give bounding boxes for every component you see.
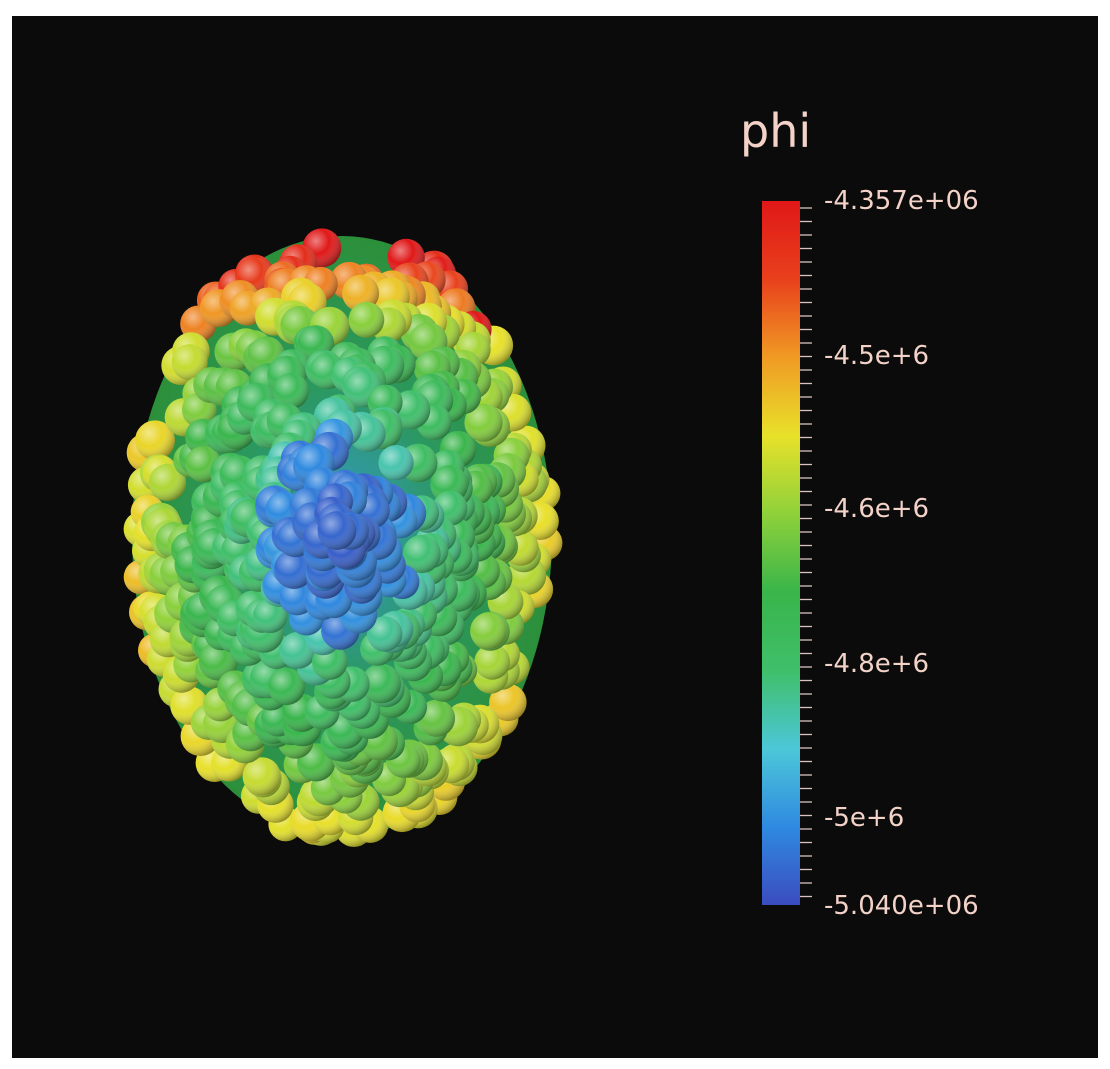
sphere-shading bbox=[402, 534, 441, 574]
scalar-bar bbox=[762, 201, 812, 905]
sphere-shading bbox=[272, 373, 309, 410]
colorbar-tick-label-1: -4.6e+6 bbox=[824, 494, 930, 524]
sphere-shading bbox=[253, 598, 288, 633]
sphere-shading bbox=[135, 420, 175, 461]
colorbar-tick-label-2: -4.8e+6 bbox=[824, 649, 930, 679]
sphere-shading bbox=[148, 463, 186, 501]
sphere-shading bbox=[317, 511, 357, 550]
sphere-shading bbox=[474, 644, 511, 680]
colorbar-tick-label-0: -4.5e+6 bbox=[824, 341, 930, 371]
sphere-shading bbox=[470, 612, 507, 650]
sphere-shading bbox=[361, 663, 401, 704]
colorbar-minor-ticks bbox=[800, 207, 812, 898]
spheres-group bbox=[123, 228, 563, 847]
colorbar-min-label: -5.040e+06 bbox=[824, 891, 979, 921]
sphere-cluster-render bbox=[123, 228, 563, 847]
sphere-shading bbox=[417, 699, 456, 737]
sphere-shading bbox=[171, 344, 208, 381]
colorbar-max-label: -4.357e+06 bbox=[824, 186, 979, 216]
colorbar-gradient bbox=[762, 201, 800, 905]
sphere-shading bbox=[464, 403, 503, 442]
sphere-shading bbox=[367, 616, 403, 652]
sphere-shading bbox=[378, 445, 414, 481]
sphere-shading bbox=[267, 667, 306, 706]
sphere-shading bbox=[489, 683, 527, 722]
sphere-shading bbox=[348, 301, 385, 338]
sphere-shading bbox=[242, 757, 281, 796]
scalar-bar-title: phi bbox=[740, 104, 812, 158]
sphere-shading bbox=[274, 549, 314, 589]
colorbar-tick-label-3: -5e+6 bbox=[824, 803, 905, 833]
render-viewport[interactable]: phi -4.357e+06 -4.5e+6 -4.6e+6 -4.8e+6 -… bbox=[12, 16, 1098, 1058]
